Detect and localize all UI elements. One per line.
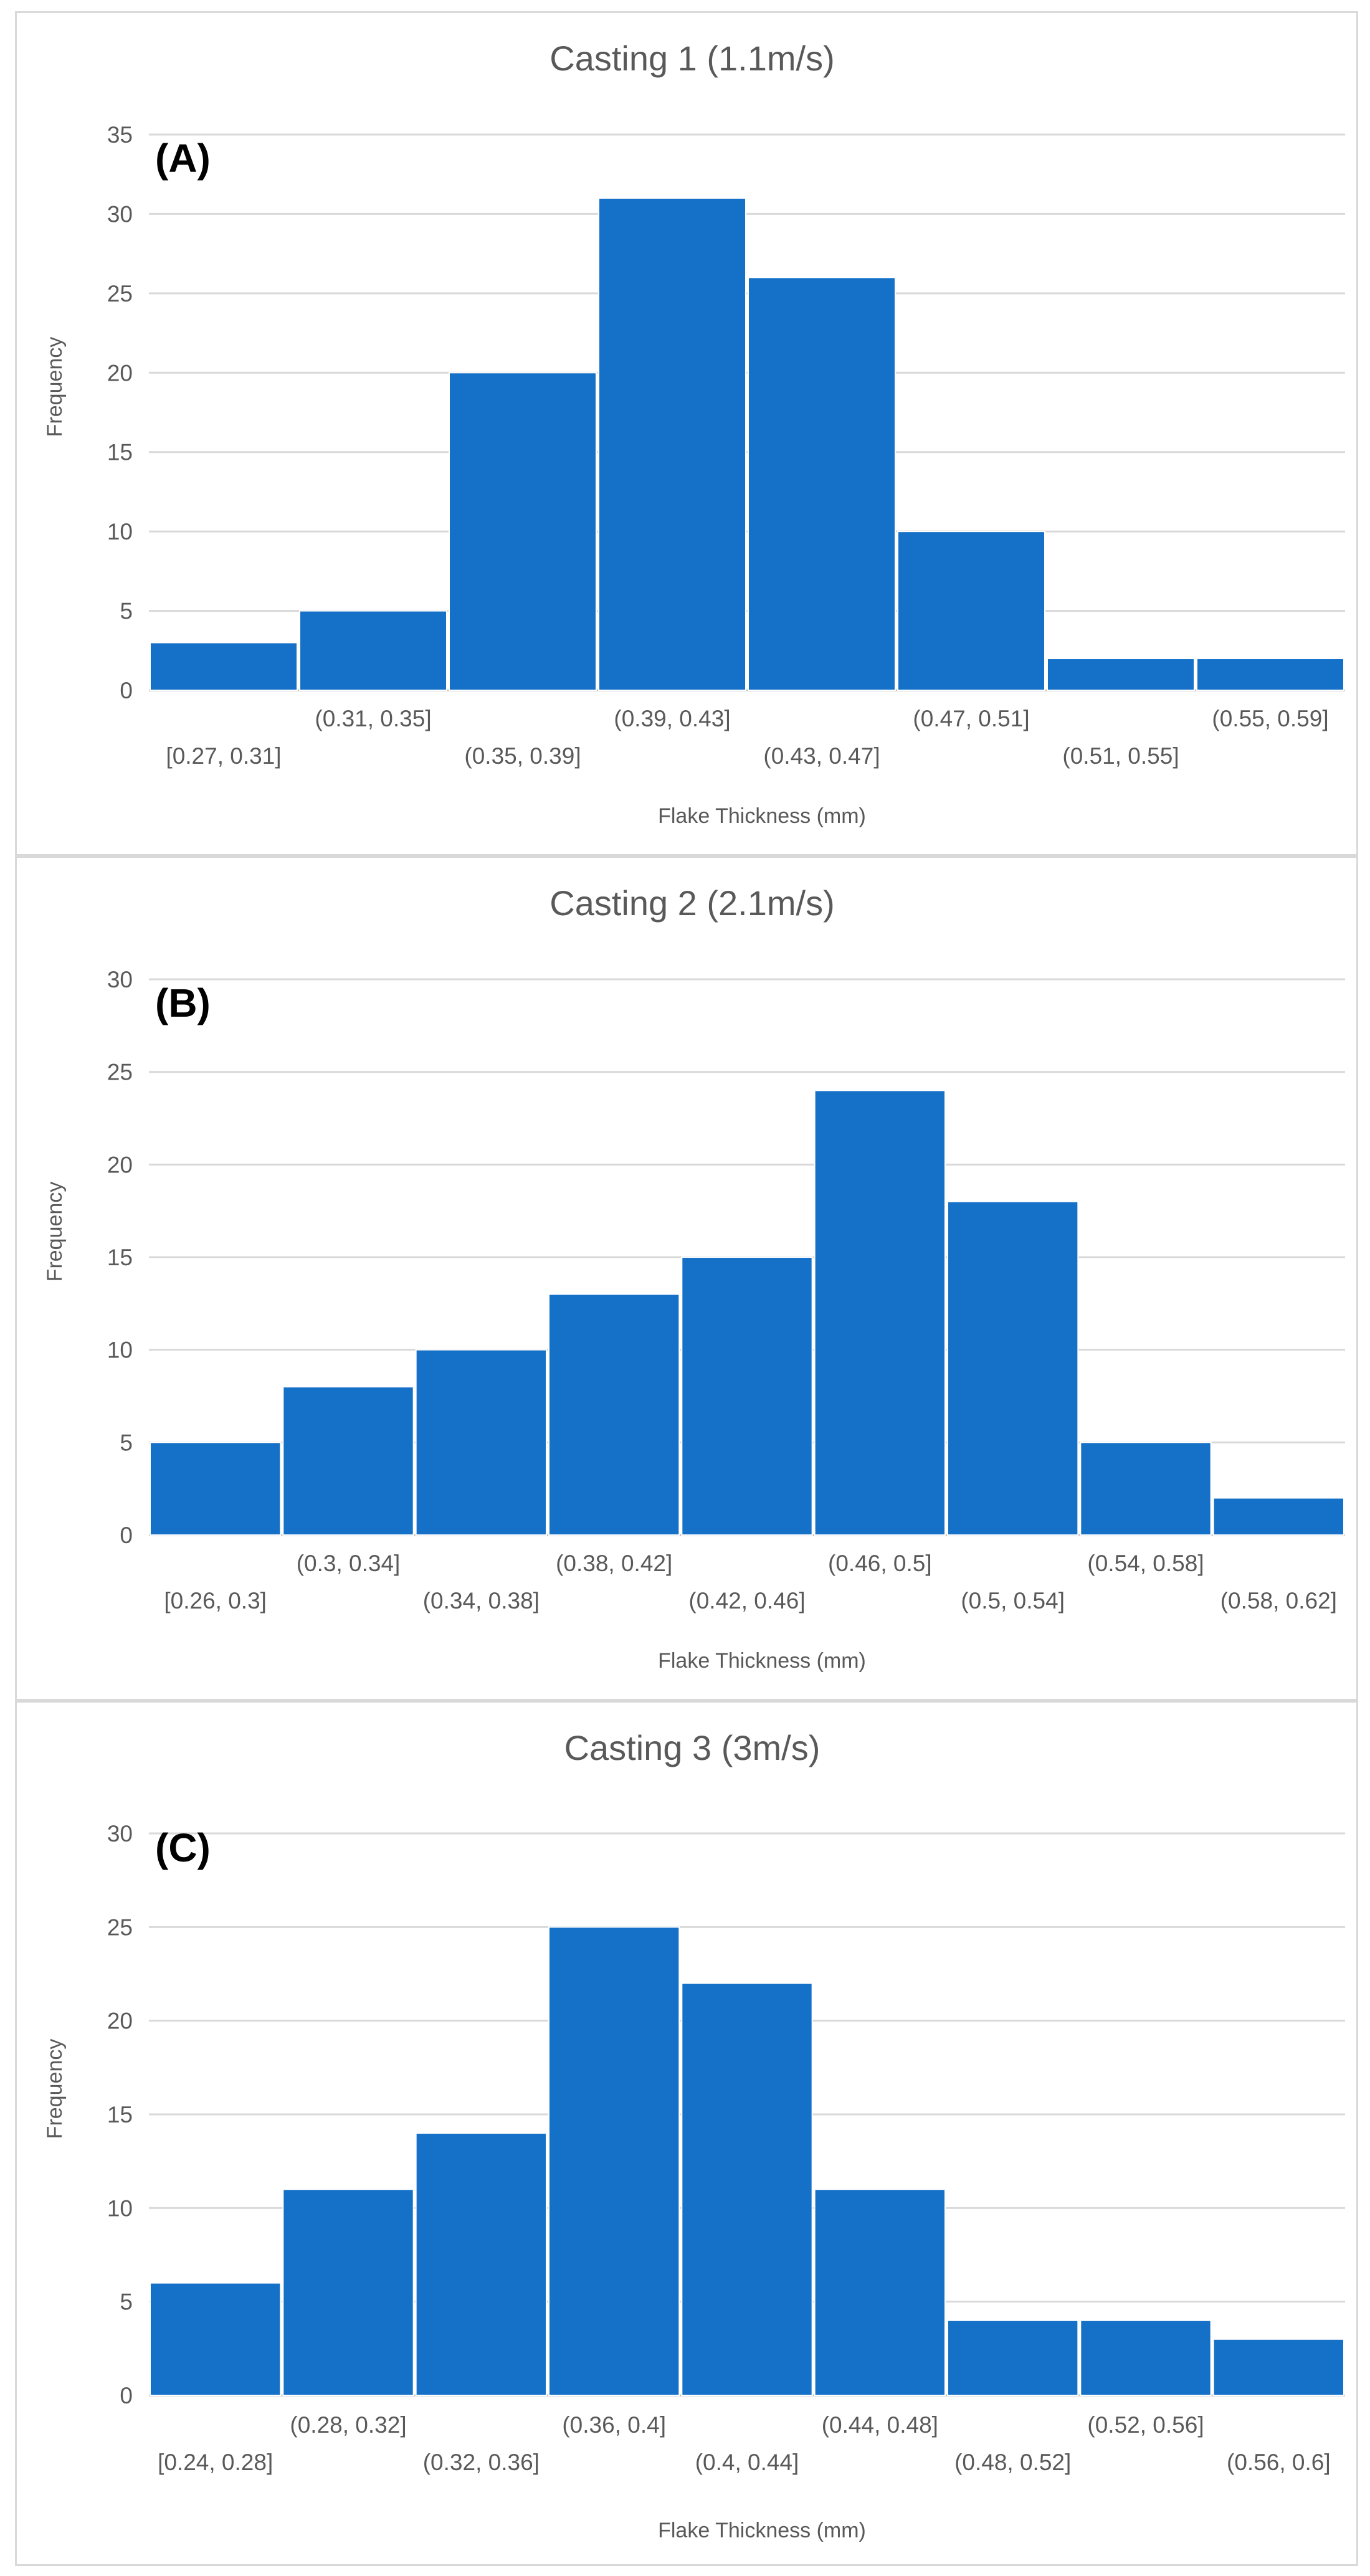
x-tick-label: (0.3, 0.34] — [297, 1551, 401, 1576]
chart-svg: 0 5 10 15 20 25 30 [0.24, 0.28] (0.28, 0.32] (0.… — [43, 1728, 1345, 2542]
y-tick-label: 30 — [107, 1821, 133, 1846]
y-tick-label: 0 — [120, 2383, 133, 2408]
x-tick-label: (0.34, 0.38] — [423, 1588, 540, 1614]
x-tick-label: [0.24, 0.28] — [158, 2450, 273, 2475]
histogram-bar — [548, 1293, 680, 1536]
chart-panel-casting-2: 0 5 10 15 20 25 30 [0.26, 0.3] (0.3, 0.34] (0.34… — [15, 856, 1358, 1701]
y-axis-title: Frequency — [43, 2039, 67, 2139]
chart-svg: 0 5 10 15 20 25 30 35 [0.27, 0.31] (0.31, 0.35] (… — [43, 39, 1345, 828]
histogram-bar — [947, 1200, 1079, 1536]
histogram-bar — [150, 2282, 282, 2396]
y-tick-label: 20 — [107, 1152, 133, 1177]
histogram-bar — [814, 2189, 946, 2396]
x-tick-label: (0.55, 0.59] — [1212, 706, 1328, 731]
histogram-bar — [1196, 658, 1344, 691]
chart-panel-casting-3: 0 5 10 15 20 25 30 [0.24, 0.28] (0.28, 0.32] (0.… — [15, 1701, 1358, 2566]
y-tick-label: 0 — [120, 678, 133, 703]
histogram-bar — [282, 2189, 414, 2396]
x-tick-label: (0.56, 0.6] — [1227, 2450, 1331, 2475]
panel-label: (B) — [155, 981, 211, 1025]
x-tick-label: (0.47, 0.51] — [913, 706, 1029, 731]
y-tick-label: 0 — [120, 1523, 133, 1548]
x-tick-label: (0.44, 0.48] — [822, 2412, 938, 2438]
histogram-bar — [897, 531, 1045, 692]
x-tick-label: (0.51, 0.55] — [1062, 743, 1179, 769]
histogram-bar — [150, 642, 298, 691]
x-axis-title: Flake Thickness (mm) — [658, 804, 866, 828]
x-tick-label: (0.58, 0.62] — [1220, 1588, 1337, 1614]
chart-panel-casting-1: 0 5 10 15 20 25 30 35 [0.27, 0.31] (0.31, 0.35] (… — [15, 11, 1358, 856]
y-tick-label: 15 — [107, 440, 133, 465]
x-tick-label: (0.38, 0.42] — [556, 1551, 672, 1576]
x-tick-label: (0.42, 0.46] — [688, 1588, 805, 1614]
y-axis-title: Frequency — [43, 337, 67, 437]
x-tick-label: [0.26, 0.3] — [164, 1588, 267, 1614]
y-tick-label: 30 — [107, 201, 133, 227]
x-tick-label: (0.52, 0.56] — [1087, 2412, 1204, 2438]
histogram-bar — [681, 1257, 813, 1536]
x-tick-label: (0.54, 0.58] — [1087, 1551, 1204, 1576]
y-tick-label: 25 — [107, 1060, 133, 1085]
y-axis-title: Frequency — [43, 1182, 67, 1282]
histogram-bar — [282, 1386, 414, 1536]
panel-label: (C) — [155, 1825, 211, 1870]
chart-title: Casting 1 (1.1m/s) — [549, 39, 835, 78]
x-tick-label: (0.5, 0.54] — [961, 1588, 1065, 1614]
y-tick-label: 5 — [120, 599, 133, 624]
y-tick-label: 10 — [107, 1338, 133, 1363]
x-tick-label: (0.39, 0.43] — [614, 706, 730, 731]
x-tick-label: (0.43, 0.47] — [763, 743, 880, 769]
chart-title: Casting 2 (2.1m/s) — [549, 883, 835, 923]
histogram-bar — [1080, 2319, 1212, 2397]
histogram-bar — [548, 1926, 680, 2397]
panel-label: (A) — [155, 136, 211, 181]
y-tick-label: 5 — [120, 1430, 133, 1455]
histogram-bar — [1212, 2338, 1344, 2396]
x-tick-label: [0.27, 0.31] — [166, 743, 281, 769]
histogram-bar — [681, 1982, 813, 2396]
histogram-bar — [415, 1349, 548, 1536]
y-tick-label: 25 — [107, 1914, 133, 1940]
x-axis-title: Flake Thickness (mm) — [658, 1649, 866, 1673]
histogram-bar — [947, 2319, 1079, 2397]
y-tick-label: 25 — [107, 281, 133, 307]
x-tick-label: (0.36, 0.4] — [562, 2412, 666, 2438]
x-tick-label: (0.28, 0.32] — [290, 2412, 406, 2438]
histogram-bar — [150, 1442, 282, 1536]
histogram-bar — [415, 2132, 548, 2396]
histogram-bar — [748, 277, 896, 692]
x-tick-label: (0.35, 0.39] — [464, 743, 581, 769]
x-tick-label: (0.46, 0.5] — [828, 1551, 932, 1576]
y-tick-label: 5 — [120, 2289, 133, 2315]
x-tick-label: (0.32, 0.36] — [423, 2450, 540, 2475]
histogram-bar — [449, 372, 597, 691]
x-tick-label: (0.31, 0.35] — [315, 706, 431, 731]
histogram-bar — [1080, 1442, 1212, 1536]
x-axis-title: Flake Thickness (mm) — [658, 2519, 866, 2542]
histogram-bar — [1212, 1497, 1344, 1536]
y-tick-label: 15 — [107, 2102, 133, 2127]
x-tick-label: (0.4, 0.44] — [695, 2450, 799, 2475]
y-tick-label: 20 — [107, 2008, 133, 2034]
histogram-bar — [814, 1090, 946, 1536]
x-tick-label: (0.48, 0.52] — [954, 2450, 1071, 2475]
y-tick-label: 35 — [107, 122, 133, 148]
y-tick-label: 10 — [107, 2195, 133, 2221]
y-tick-label: 30 — [107, 967, 133, 992]
y-tick-label: 10 — [107, 519, 133, 544]
y-tick-label: 15 — [107, 1245, 133, 1270]
y-tick-label: 20 — [107, 360, 133, 386]
chart-svg: 0 5 10 15 20 25 30 [0.26, 0.3] (0.3, 0.34] (0.34… — [43, 883, 1345, 1673]
histogram-bar — [598, 197, 746, 691]
histogram-bar — [299, 610, 447, 691]
histogram-bar — [1047, 658, 1195, 691]
chart-title: Casting 3 (3m/s) — [564, 1728, 821, 1767]
